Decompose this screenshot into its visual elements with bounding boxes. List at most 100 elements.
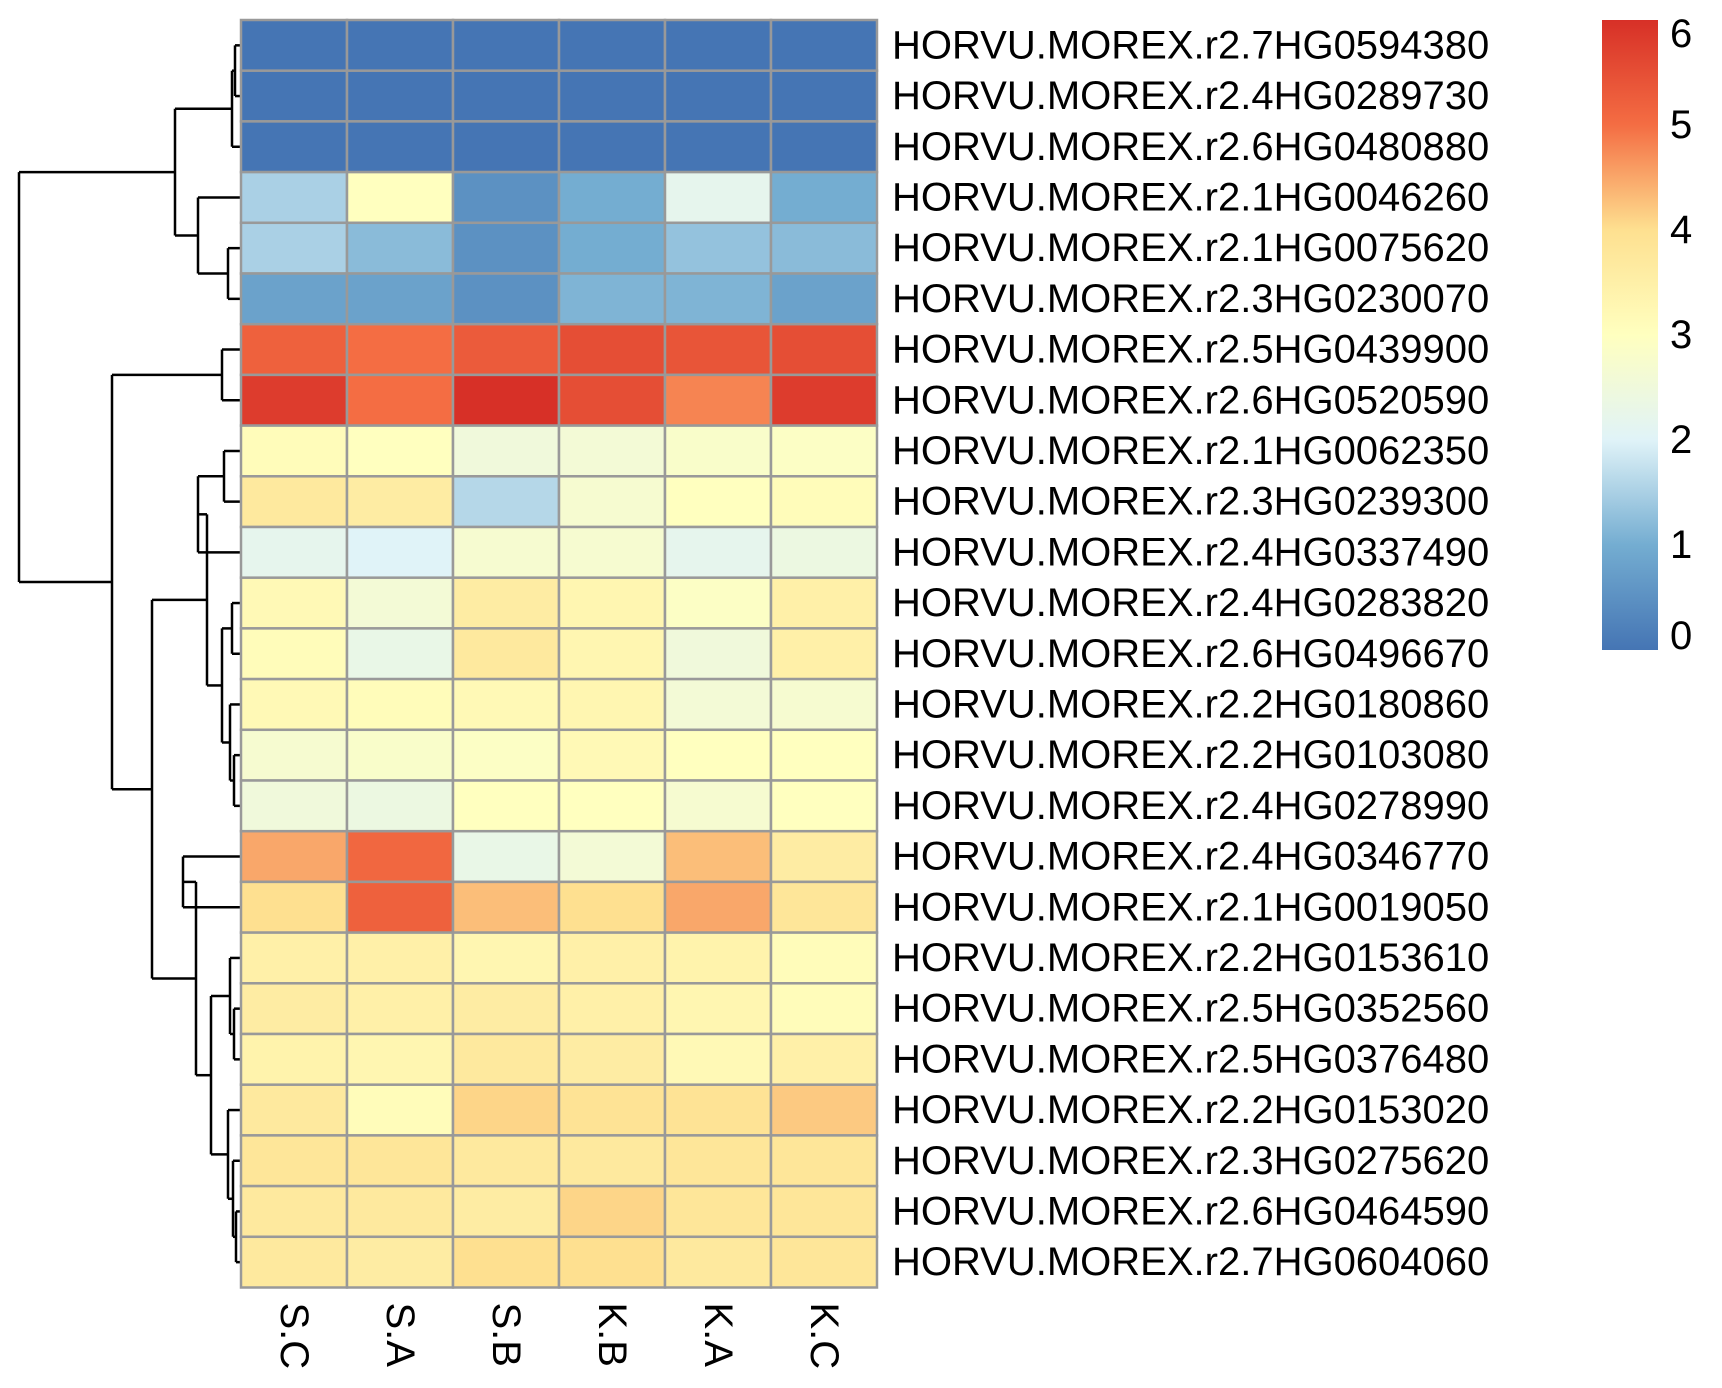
heatmap-cell [451, 1184, 561, 1239]
heatmap-cell [557, 373, 667, 427]
row-label: HORVU.MOREX.r2.2HG0103080 [892, 733, 1489, 777]
heatmap-cell [557, 322, 667, 377]
heatmap-cell [557, 18, 667, 72]
heatmap-cell [769, 424, 879, 478]
column-label: S.C [272, 1303, 316, 1370]
legend-tick-label: 6 [1670, 12, 1692, 56]
heatmap-cell [769, 272, 879, 326]
heatmap-cell [239, 829, 349, 884]
heatmap-cell [769, 677, 879, 732]
heatmap-cell [345, 880, 455, 934]
heatmap-cell [345, 170, 455, 225]
heatmap-cell [239, 576, 349, 630]
heatmap-cell [557, 931, 667, 985]
row-labels: HORVU.MOREX.r2.7HG0594380 HORVU.MOREX.r2.… [892, 23, 1489, 1284]
row-label: HORVU.MOREX.r2.4HG0278990 [892, 784, 1489, 828]
heatmap-cell [663, 677, 773, 732]
heatmap-cell [239, 1083, 349, 1137]
row-label: HORVU.MOREX.r2.5HG0352560 [892, 987, 1489, 1031]
heatmap-cell [557, 221, 667, 275]
color-legend: 0 1 2 3 4 5 6 [1602, 12, 1692, 658]
heatmap-cell [663, 1083, 773, 1137]
row-label: HORVU.MOREX.r2.4HG0289730 [892, 74, 1489, 118]
row-label: HORVU.MOREX.r2.5HG0439900 [892, 328, 1489, 372]
heatmap-cell [451, 880, 561, 934]
heatmap-cell [663, 880, 773, 934]
heatmap-cell [663, 982, 773, 1036]
heatmap-cell [769, 221, 879, 275]
heatmap-cell [557, 982, 667, 1036]
heatmap-cell [663, 931, 773, 985]
heatmap-cell [345, 1184, 455, 1239]
legend-tick-label: 4 [1670, 208, 1692, 252]
heatmap-cell [557, 525, 667, 579]
heatmap-cell [769, 1235, 879, 1289]
heatmap-cell [451, 272, 561, 326]
heatmap-cell [239, 880, 349, 934]
heatmap-cell [557, 120, 667, 174]
heatmap-cell [451, 779, 561, 833]
heatmap-cell [239, 525, 349, 579]
heatmap-cell [769, 880, 879, 934]
heatmap-cell [769, 1134, 879, 1188]
heatmap-cell [239, 322, 349, 377]
heatmap-cell [557, 627, 667, 681]
heatmap-cell [345, 272, 455, 326]
heatmap-cell [239, 931, 349, 985]
heatmap-cell [557, 69, 667, 123]
heatmap-cell [451, 576, 561, 630]
heatmap-cell [451, 677, 561, 732]
heatmap-cell [769, 728, 879, 782]
heatmap-cell [769, 779, 879, 833]
heatmap-cell [345, 424, 455, 478]
heatmap-cell [557, 576, 667, 630]
legend-tick-label: 2 [1670, 418, 1692, 462]
row-dendrogram [17, 44, 241, 1264]
heatmap-cell [451, 627, 561, 681]
legend-tick-label: 1 [1670, 523, 1692, 567]
row-label: HORVU.MOREX.r2.4HG0337490 [892, 530, 1489, 574]
heatmap-cell [769, 18, 879, 72]
heatmap-cell [345, 982, 455, 1036]
legend-tick-label: 5 [1670, 103, 1692, 147]
heatmap-cell [345, 525, 455, 579]
heatmap-cell [557, 1083, 667, 1137]
heatmap-cell [239, 373, 349, 427]
heatmap-cell [345, 1134, 455, 1188]
heatmap-cell [769, 475, 879, 529]
heatmap-cell [451, 18, 561, 72]
row-label: HORVU.MOREX.r2.3HG0230070 [892, 277, 1489, 321]
heatmap-cell [239, 1184, 349, 1239]
heatmap-cell [769, 1184, 879, 1239]
heatmap-cell [557, 728, 667, 782]
legend-tick-label: 0 [1670, 614, 1692, 658]
heatmap-cell [239, 627, 349, 681]
heatmap-cell [663, 373, 773, 427]
heatmap-cell [557, 1184, 667, 1239]
heatmap-cell [345, 576, 455, 630]
heatmap-cells [239, 18, 879, 1289]
heatmap-cell [345, 69, 455, 123]
heatmap-cell [769, 120, 879, 174]
heatmap-cell [451, 829, 561, 884]
row-label: HORVU.MOREX.r2.4HG0283820 [892, 581, 1489, 625]
heatmap-cell [663, 1134, 773, 1188]
row-label: HORVU.MOREX.r2.1HG0046260 [892, 175, 1489, 219]
heatmap-cell [557, 779, 667, 833]
heatmap-cell [239, 779, 349, 833]
heatmap-cell [451, 1083, 561, 1137]
heatmap-cell [239, 1134, 349, 1188]
heatmap-cell [345, 120, 455, 174]
column-label: S.A [378, 1303, 422, 1368]
heatmap-cell [663, 475, 773, 529]
row-label: HORVU.MOREX.r2.3HG0275620 [892, 1139, 1489, 1183]
heatmap-cell [451, 982, 561, 1036]
heatmap-cell [451, 424, 561, 478]
heatmap-cell [239, 170, 349, 225]
heatmap-cell [557, 1134, 667, 1188]
heatmap-cell [557, 272, 667, 326]
heatmap-cell [451, 221, 561, 275]
heatmap-cell [663, 221, 773, 275]
heatmap-cell [769, 931, 879, 985]
